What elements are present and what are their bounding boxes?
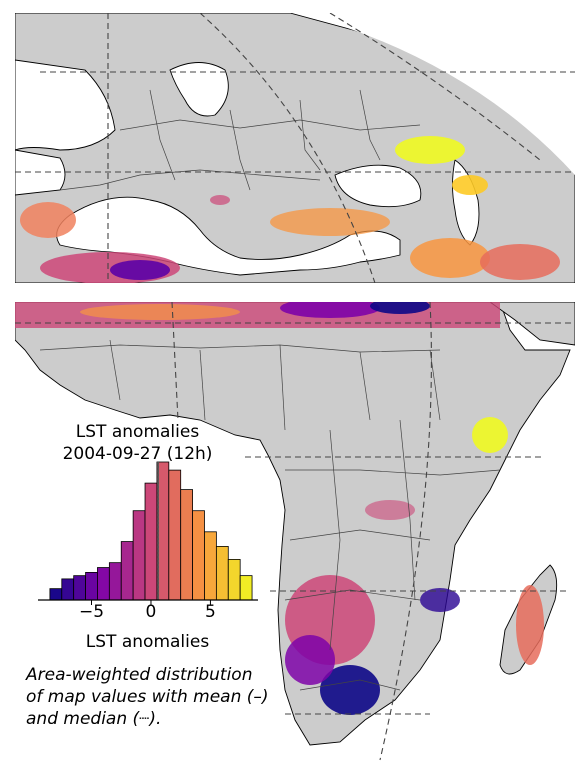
histogram-bar xyxy=(144,482,158,601)
histogram-bar xyxy=(168,469,182,601)
histogram-bar xyxy=(85,572,98,601)
histogram-title-line1: LST anomalies xyxy=(75,422,200,442)
europe-map-panel xyxy=(15,13,575,283)
histogram-bar xyxy=(97,567,110,601)
histogram-bar xyxy=(49,588,63,601)
histogram-caption: Area-weighted distribution of map values… xyxy=(26,664,269,730)
histogram-bar xyxy=(227,559,241,601)
histogram-bar xyxy=(180,489,193,601)
histogram-bar xyxy=(132,510,146,601)
histogram-bar xyxy=(61,578,75,601)
caption-line: Area-weighted distribution xyxy=(26,665,253,685)
histogram-inset xyxy=(49,461,253,605)
north-sea xyxy=(15,59,116,151)
x-tick-label: 0 xyxy=(145,602,157,622)
africa-map-panel xyxy=(15,302,575,761)
caption-line: of map values with mean (–) xyxy=(26,687,269,707)
x-tick-label: −5 xyxy=(78,602,105,622)
histogram-bar xyxy=(215,546,229,601)
globe-edge-top xyxy=(300,13,575,175)
histogram-bar xyxy=(73,575,86,601)
histogram-bar xyxy=(108,562,122,601)
caption-line: and median (┈). xyxy=(26,709,162,729)
black-sea xyxy=(334,164,422,208)
baltic-sea xyxy=(169,62,229,117)
arabia-landmass xyxy=(489,302,575,346)
africa-anomaly-patches xyxy=(15,302,544,715)
histogram-title-line2: 2004-09-27 (12h) xyxy=(62,444,213,464)
africa-country-borders xyxy=(39,339,501,691)
histogram-bar xyxy=(192,510,205,601)
europe-anomaly-patches xyxy=(20,136,560,283)
x-tick-label: 5 xyxy=(205,602,216,622)
africa-landmass xyxy=(15,302,571,746)
africa-graticule xyxy=(15,302,575,761)
histogram-bar xyxy=(204,531,217,601)
histogram-bar xyxy=(239,575,253,601)
histogram-x-axis-label: LST anomalies xyxy=(85,632,210,652)
histogram-bar xyxy=(120,541,134,601)
europe-graticule xyxy=(15,13,575,283)
